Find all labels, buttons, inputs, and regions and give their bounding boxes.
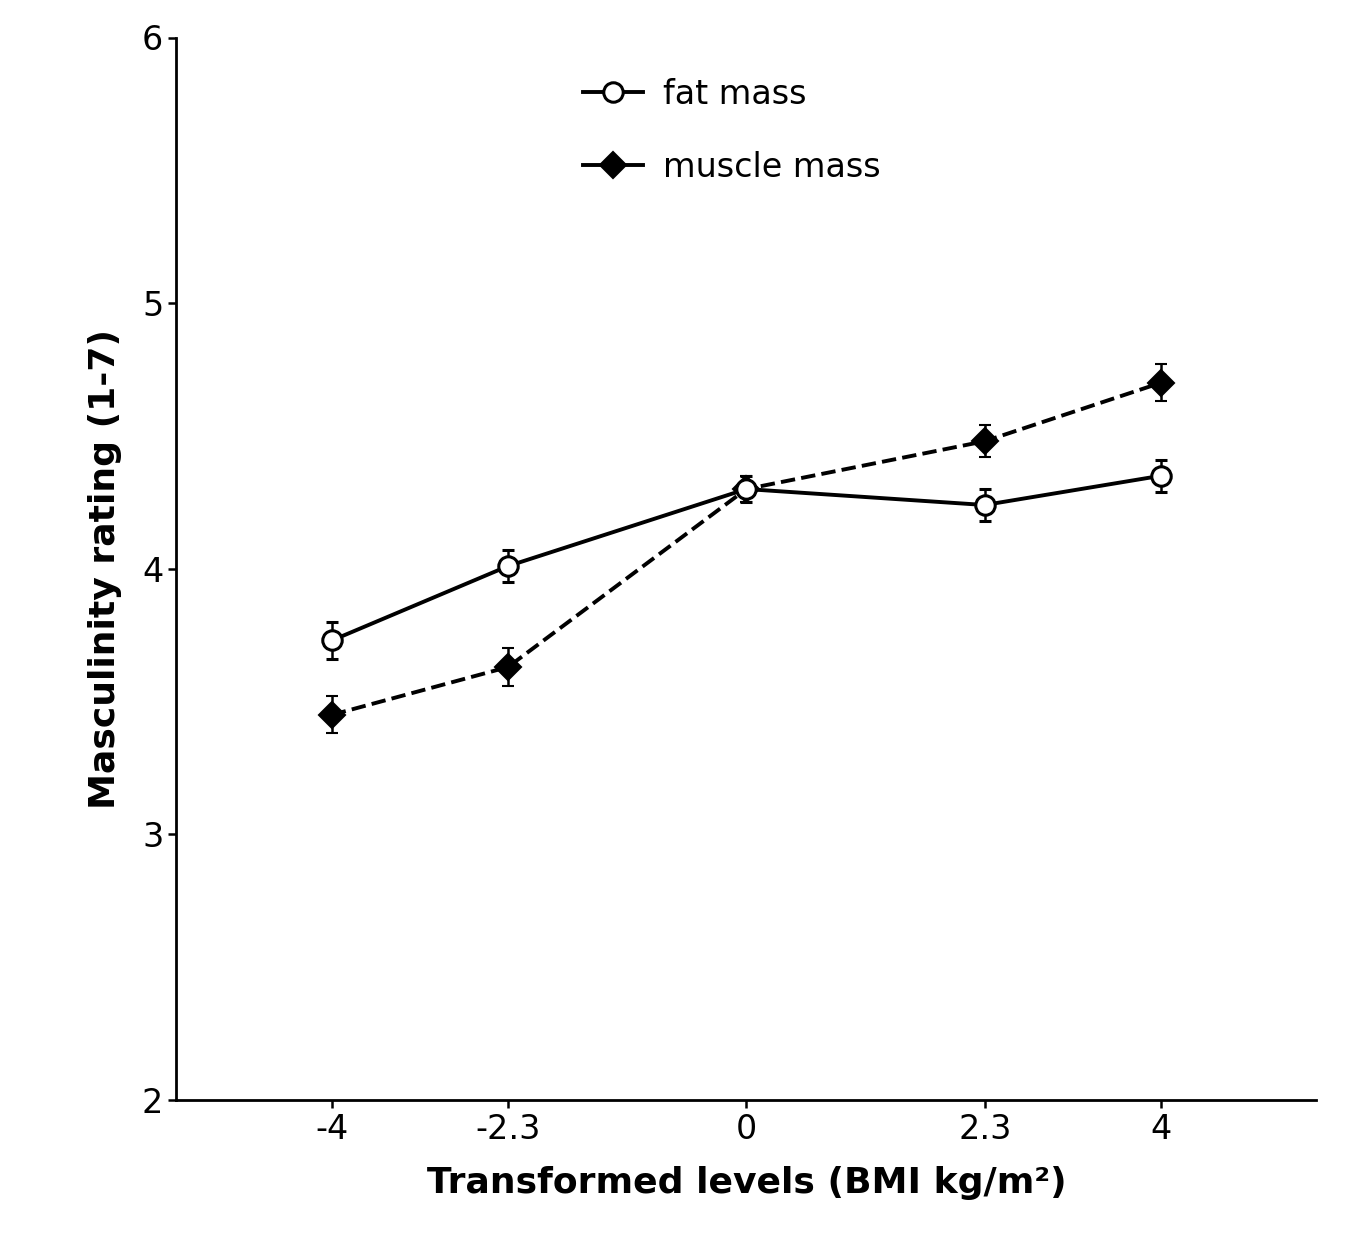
Y-axis label: Masculinity rating (1-7): Masculinity rating (1-7) (88, 329, 122, 809)
Legend: fat mass, muscle mass: fat mass, muscle mass (569, 65, 893, 198)
X-axis label: Transformed levels (BMI kg/m²): Transformed levels (BMI kg/m²) (426, 1166, 1067, 1200)
